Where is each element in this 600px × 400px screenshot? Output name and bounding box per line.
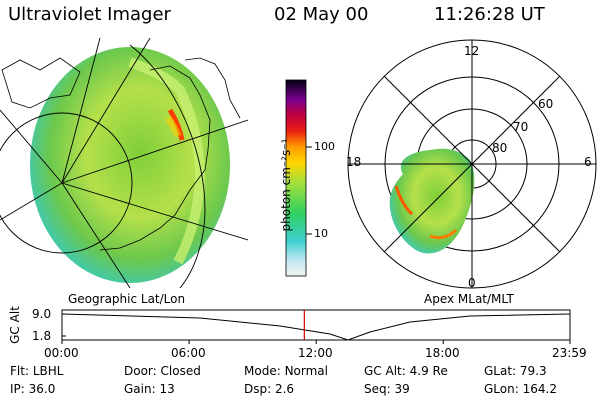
status-glat: GLat: 79.3 bbox=[484, 364, 547, 378]
longitude-lines bbox=[0, 38, 248, 288]
altitude-ylabel: GC Alt bbox=[7, 306, 22, 344]
xtick-label-1200: 12:00 bbox=[298, 346, 333, 360]
xtick-label-2359: 23:59 bbox=[552, 346, 587, 360]
altitude-frame bbox=[61, 309, 571, 341]
status-dsp: Dsp: 2.6 bbox=[244, 382, 295, 396]
colorbar-tick-100: 100 bbox=[314, 140, 335, 153]
xtick-label-0000: 00:00 bbox=[44, 346, 79, 360]
coastline-outline bbox=[1, 57, 81, 109]
geographic-caption: Geographic Lat/Lon bbox=[68, 292, 186, 306]
status-gc-alt: GC Alt: 4.9 Re bbox=[364, 364, 448, 378]
altitude-ytick-high: 9.0 bbox=[32, 307, 52, 321]
colorbar-tick-10: 10 bbox=[314, 227, 328, 240]
status-mode: Mode: Normal bbox=[244, 364, 328, 378]
time-display: 11:26:28 UT bbox=[434, 4, 545, 25]
lat-label-70: 70 bbox=[513, 120, 529, 134]
geographic-image-panel bbox=[0, 38, 248, 288]
status-glon: GLon: 164.2 bbox=[484, 382, 557, 396]
status-filter: Flt: LBHL bbox=[10, 364, 64, 378]
mlt-label-18: 18 bbox=[346, 155, 362, 169]
latitude-circle bbox=[0, 112, 133, 254]
colorbar-unit-label: photon cm⁻²s⁻¹ bbox=[279, 138, 293, 232]
status-seq: Seq: 39 bbox=[364, 382, 410, 396]
xtick-label-1800: 18:00 bbox=[425, 346, 460, 360]
colorbar bbox=[285, 79, 312, 277]
altitude-ytick-low: 1.8 bbox=[32, 329, 52, 343]
altitude-curve bbox=[61, 313, 571, 341]
mlt-spokes bbox=[348, 40, 596, 288]
aurora-oval bbox=[389, 148, 475, 254]
apex-caption: Apex MLat/MLT bbox=[424, 292, 514, 306]
mlt-label-12: 12 bbox=[464, 44, 480, 58]
altitude-plot bbox=[61, 309, 571, 344]
app-title: Ultraviolet Imager bbox=[8, 4, 171, 25]
mlt-label-0: 0 bbox=[468, 276, 476, 290]
polar-plot-panel bbox=[347, 39, 597, 289]
colorbar-scale bbox=[285, 79, 307, 277]
date-display: 02 May 00 bbox=[274, 4, 369, 25]
mlt-label-6: 6 bbox=[584, 155, 592, 169]
status-gain: Gain: 13 bbox=[124, 382, 175, 396]
lat-label-80: 80 bbox=[492, 141, 508, 155]
lat-label-60: 60 bbox=[538, 97, 554, 111]
status-ip: IP: 36.0 bbox=[10, 382, 56, 396]
status-door: Door: Closed bbox=[124, 364, 201, 378]
xtick-label-0600: 06:00 bbox=[171, 346, 206, 360]
